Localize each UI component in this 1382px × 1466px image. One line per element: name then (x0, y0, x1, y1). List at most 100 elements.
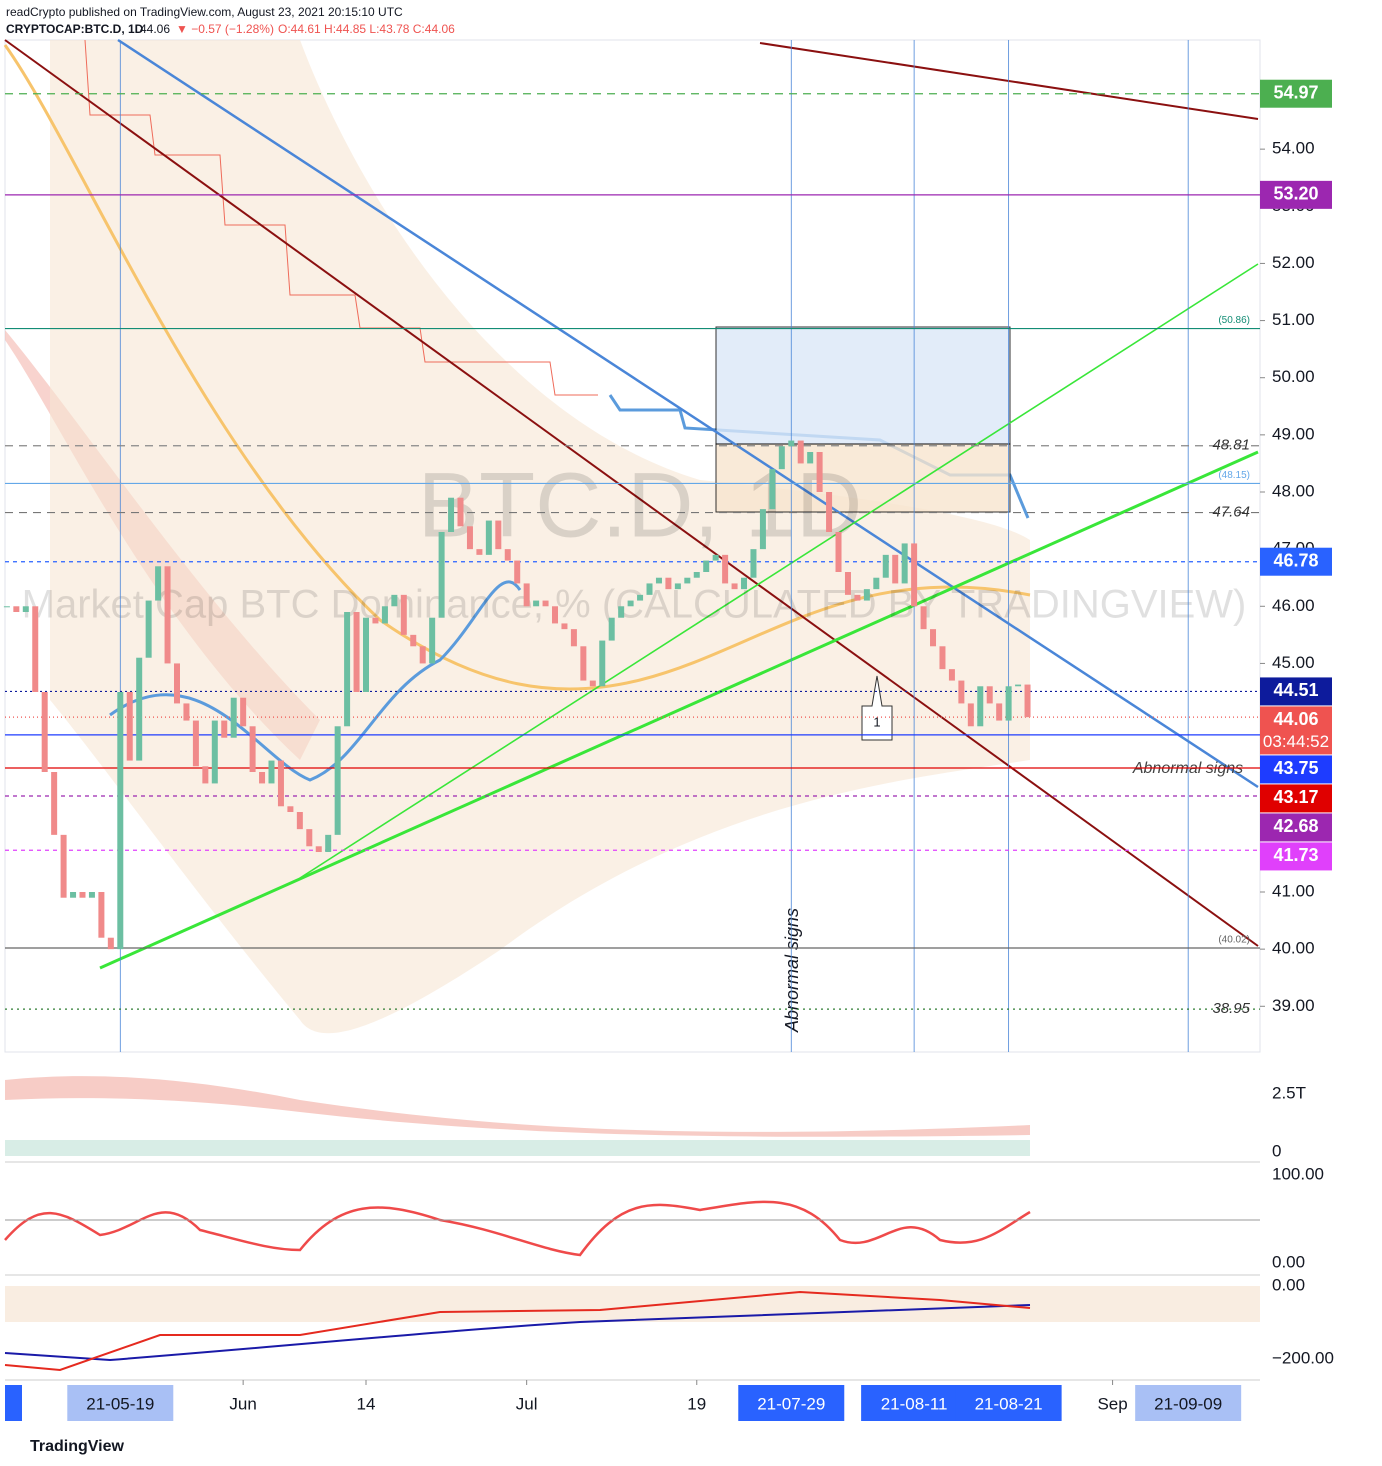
candle (429, 617, 436, 664)
candle (381, 606, 388, 624)
x-tick-label: 21-09-09 (1154, 1394, 1222, 1413)
candle (844, 572, 851, 595)
box-lower (715, 443, 1011, 513)
candle (13, 606, 20, 612)
candle (211, 720, 218, 784)
pane-tick: 100.00 (1272, 1164, 1324, 1183)
candle (722, 554, 729, 584)
candle (958, 680, 965, 704)
candle (561, 623, 568, 630)
candle (892, 554, 899, 584)
y-tick-label: 41.00 (1272, 881, 1315, 900)
candle (183, 703, 190, 721)
candle (769, 469, 776, 510)
x-tick-label: 21-07-29 (757, 1394, 825, 1413)
candle (296, 812, 303, 830)
x-tag (738, 1385, 845, 1421)
candle (655, 577, 662, 584)
pane-tick: 0 (1272, 1141, 1281, 1160)
candle (599, 640, 606, 687)
candle (287, 806, 294, 812)
candle (136, 657, 143, 761)
candle (608, 617, 615, 641)
published: readCrypto published on TradingView.com,… (6, 5, 403, 19)
x-tick-label: 21-08-11 (881, 1394, 948, 1413)
candle (79, 892, 86, 898)
candle (589, 680, 596, 687)
candle (816, 452, 823, 492)
candle (325, 834, 332, 852)
price-tag-timer: 03:44:52 (1263, 732, 1329, 751)
candle (485, 520, 492, 555)
x-tag (955, 1385, 1062, 1421)
candle (70, 892, 77, 898)
oscillator (4, 1200, 1031, 1257)
y-tick-label: 54.00 (1272, 139, 1315, 158)
candle (684, 577, 691, 584)
logo: TradingView (30, 1438, 125, 1455)
candle (674, 583, 681, 590)
candle (145, 600, 152, 658)
candle (164, 566, 171, 664)
price-tag (1260, 755, 1332, 784)
main-pane (4, 39, 1261, 1053)
candle (249, 726, 256, 772)
candle (731, 583, 738, 590)
candle (419, 646, 426, 664)
candle (1005, 686, 1012, 721)
trend-line (299, 263, 1259, 879)
candle (977, 686, 984, 727)
pane-tick: 0.00 (1272, 1252, 1305, 1271)
candle (948, 669, 955, 681)
price-tag (1260, 784, 1332, 813)
candle (22, 606, 29, 612)
x-tick-label: Jun (229, 1394, 256, 1413)
candle (60, 834, 67, 898)
candle (315, 846, 322, 852)
candle (693, 572, 700, 578)
price-tag-label: 41.73 (1273, 845, 1318, 865)
osc-line (4, 1290, 1031, 1372)
candle (259, 772, 266, 784)
candle (1024, 684, 1031, 718)
candle (192, 720, 199, 767)
candle (523, 583, 530, 607)
range-marker (5, 1385, 22, 1421)
moving-average (3, 44, 1031, 691)
candle (400, 594, 407, 635)
price-tag-label: 46.78 (1273, 550, 1318, 570)
candle (221, 720, 228, 738)
x-tag (861, 1385, 968, 1421)
y-tick-label: 52.00 (1272, 253, 1315, 272)
candle (173, 663, 180, 704)
volume (5, 1140, 1030, 1156)
candle (911, 543, 918, 607)
candle (155, 566, 162, 601)
candle (797, 440, 804, 464)
candle (788, 440, 795, 447)
price-tag-label: 44.06 (1273, 709, 1318, 729)
price-tag-label: 42.68 (1273, 816, 1318, 836)
candle (438, 532, 445, 618)
candle (88, 892, 95, 898)
watermark-title: BTC.D, 1D (418, 454, 863, 556)
change: ▼ −0.57 (−1.28%) (176, 22, 274, 36)
candle (930, 629, 937, 647)
price-tag-label: 43.75 (1273, 758, 1318, 778)
annotation: Abnormal signs (782, 908, 802, 1033)
candle (580, 646, 587, 681)
y-tick-label: 51.00 (1272, 310, 1315, 329)
level-label: (48.15) (1218, 470, 1250, 481)
candle (778, 446, 785, 470)
y-tick-label: 39.00 (1272, 996, 1315, 1015)
x-tick-label: 21-05-19 (86, 1394, 154, 1413)
candle (353, 612, 360, 692)
level-label: 38.95 (1212, 1000, 1250, 1017)
candle (759, 509, 766, 550)
candle (835, 532, 842, 572)
band (50, 40, 1030, 1034)
x-tag (67, 1385, 174, 1421)
y-tick-label: 49.00 (1272, 424, 1315, 443)
candle (98, 892, 105, 938)
